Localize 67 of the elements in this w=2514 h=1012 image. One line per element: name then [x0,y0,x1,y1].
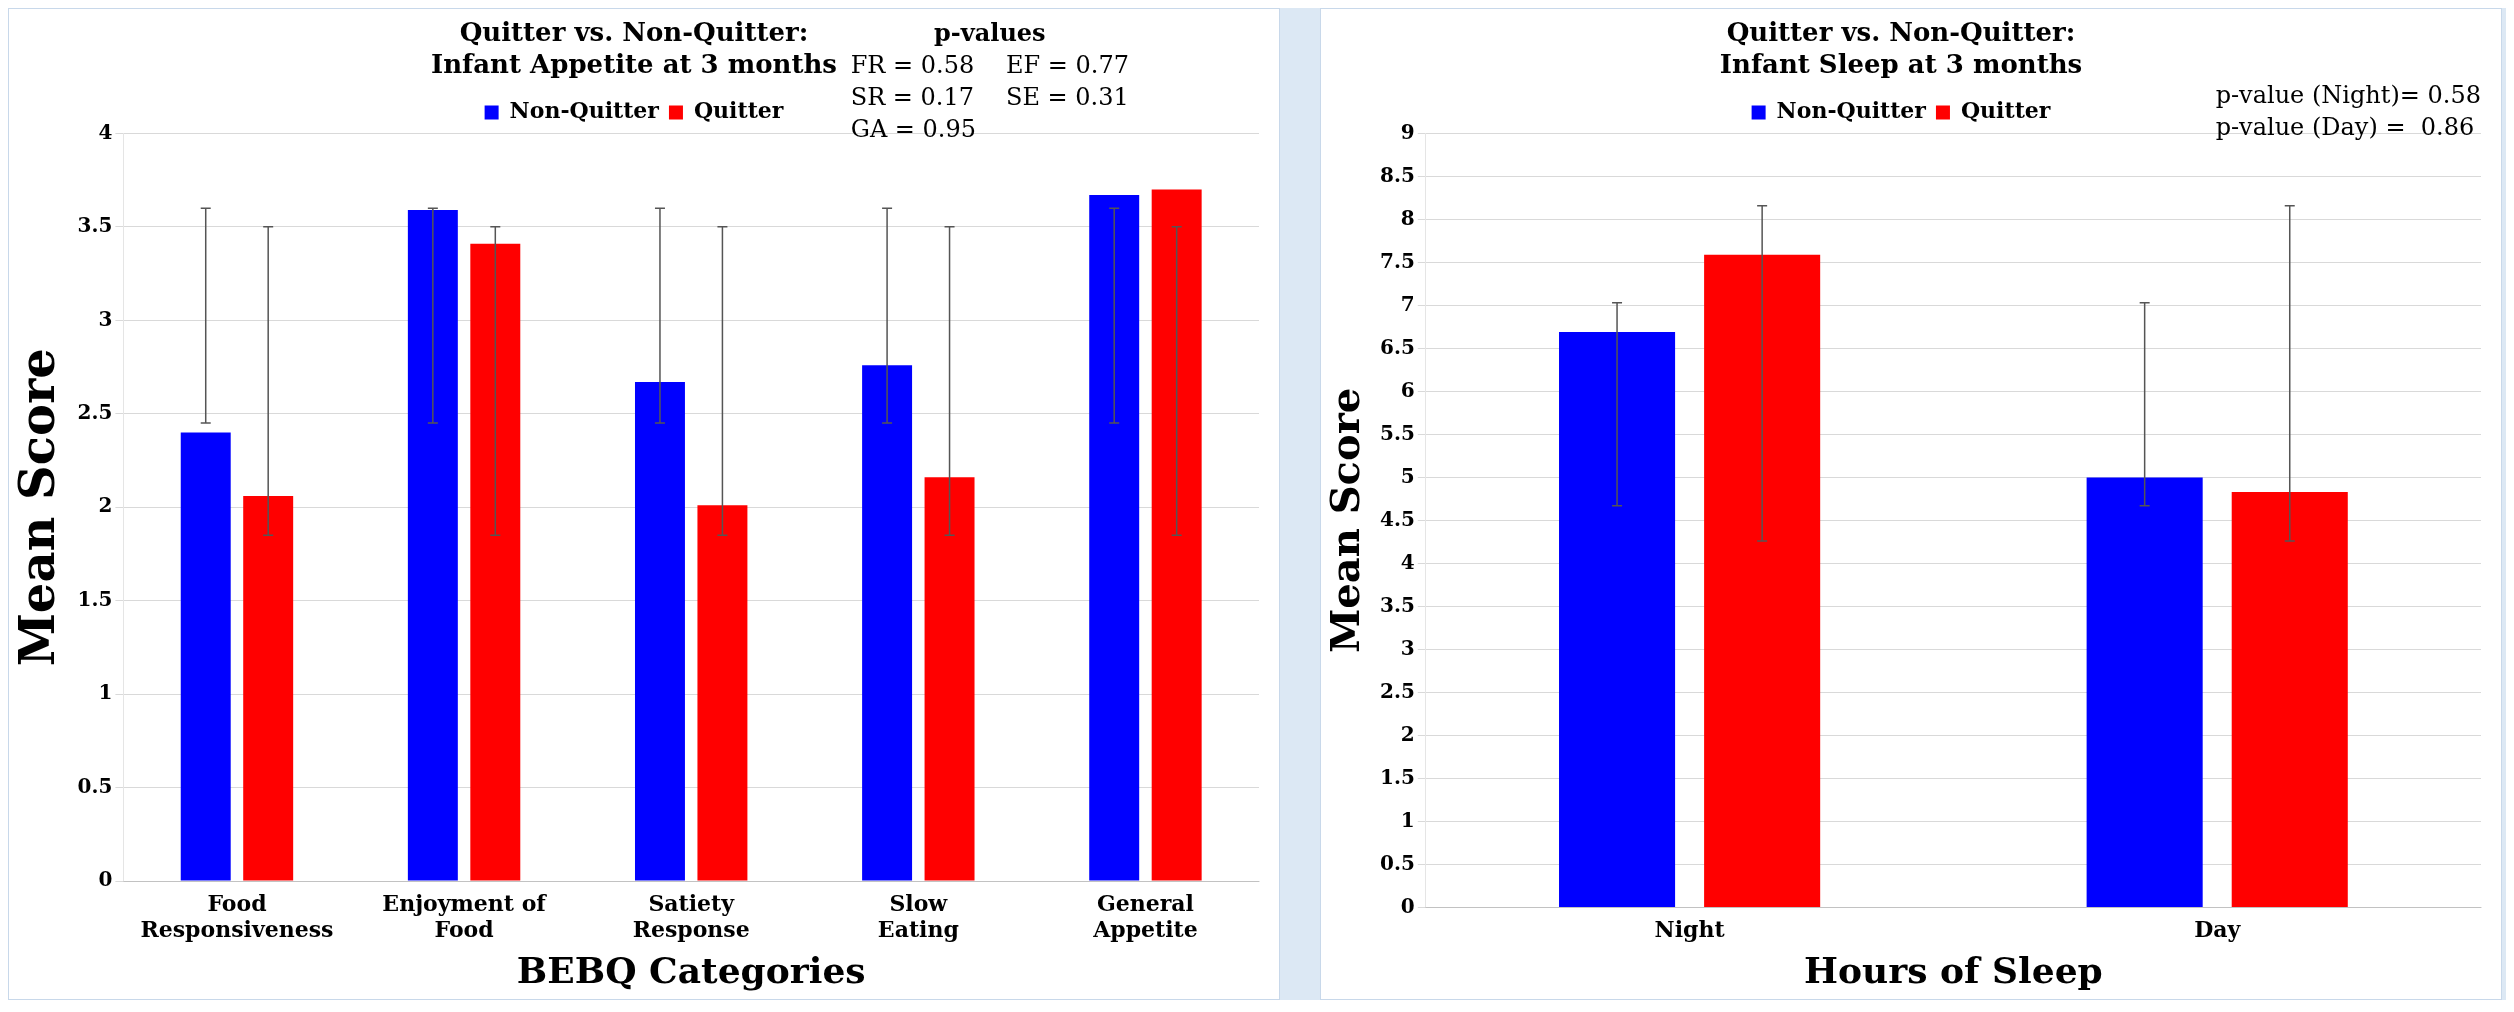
x-axis-title: BEBQ Categories [516,948,866,991]
y-tick-label: 3 [98,306,113,331]
y-tick-label: 0 [1400,893,1415,918]
text: p-value (Night)= 0.58 [2215,80,2481,111]
legend-label: Quitter [693,97,784,124]
y-tick-label: 0 [98,867,113,892]
chart-title: Quitter vs. Non-Quitter: Infant Sleep at 3 months [1719,17,2083,79]
x-tick-label: Slow Eating [877,889,959,943]
y-tick-label: 5.5 [1380,420,1415,445]
y-tick-label: 4 [98,119,113,144]
x-tick-label: Night [1654,916,1726,943]
y-tick-label: 1 [1400,807,1415,832]
y-tick-label: 2.5 [77,399,113,424]
y-tick-label: 6.5 [1380,334,1415,359]
bar [1559,332,1676,907]
bar [470,243,521,881]
bar [1089,195,1140,881]
x-tick-label: Enjoyment of Food [382,889,548,943]
x-tick-label: Satiety Response [632,889,750,943]
chart-title: Quitter vs. Non-Quitter: Infant Appetite at 3 months [431,17,837,79]
y-tick-label: 3.5 [77,213,113,238]
y-tick-label: 8 [1400,205,1415,230]
legend-label: Non-Quitter [1776,97,1927,124]
y-tick-label: 7.5 [1380,248,1415,273]
x-tick-label: General Appetite [1092,889,1198,943]
legend-label: Non-Quitter [509,97,660,124]
bar [2231,492,2348,907]
y-tick-label: 4 [1400,549,1415,574]
annotation: GA = 0.95 [850,114,977,145]
bar [243,495,294,881]
x-axis-title: Hours of Sleep [1804,948,2103,991]
x-tick-label: Food Responsiveness [140,889,334,943]
y-tick-label: 2 [98,493,113,518]
y-tick-label: 5 [1400,463,1415,488]
bar [2086,477,2203,907]
annotation: p-value (Day) = 0.86 [2215,112,2476,143]
y-tick-label: 9 [1400,119,1415,144]
y-tick-label: 1.5 [77,586,113,611]
y-tick-label: 1 [98,680,113,705]
bar [1151,189,1202,881]
y-axis-title: Mean Score [1321,387,1369,653]
y-tick-label: 0.5 [1380,850,1415,875]
text: EF = 0.77 [1006,50,1129,81]
y-tick-label: 2.5 [1380,678,1415,703]
y-tick-label: 0.5 [77,773,113,798]
bar [407,210,458,881]
y-tick-label: 4.5 [1380,506,1415,531]
text: p-values [933,17,1047,49]
text: FR = 0.58 [850,50,976,81]
y-tick-label: 6 [1400,377,1415,402]
bar [180,432,231,881]
y-tick-label: 2 [1400,721,1415,746]
bar [862,365,913,881]
y-tick-label: 3 [1400,635,1415,660]
y-tick-label: 8.5 [1380,162,1415,187]
y-tick-label: 1.5 [1380,764,1415,789]
legend-label: Quitter [1960,97,2051,124]
bar [634,381,685,881]
y-tick-label: 3.5 [1380,592,1415,617]
y-axis-title: Mean Score [9,348,66,667]
y-tick-label: 7 [1400,291,1415,316]
text: SE = 0.31 [1006,82,1129,113]
text: SR = 0.17 [850,82,976,113]
x-tick-label: Day [2194,916,2242,943]
bar [1704,254,1821,907]
bar [697,505,748,881]
bar [924,477,975,881]
